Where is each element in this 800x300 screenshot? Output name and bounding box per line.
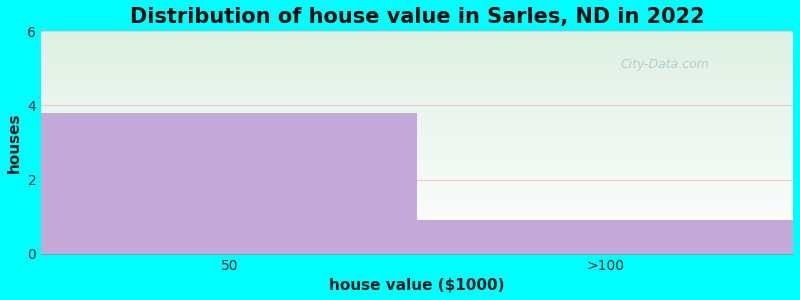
Title: Distribution of house value in Sarles, ND in 2022: Distribution of house value in Sarles, N… — [130, 7, 705, 27]
Text: City-Data.com: City-Data.com — [621, 58, 710, 71]
X-axis label: house value ($1000): house value ($1000) — [330, 278, 505, 293]
Bar — [42, 113, 417, 254]
Bar — [417, 220, 793, 254]
Y-axis label: houses: houses — [7, 112, 22, 173]
